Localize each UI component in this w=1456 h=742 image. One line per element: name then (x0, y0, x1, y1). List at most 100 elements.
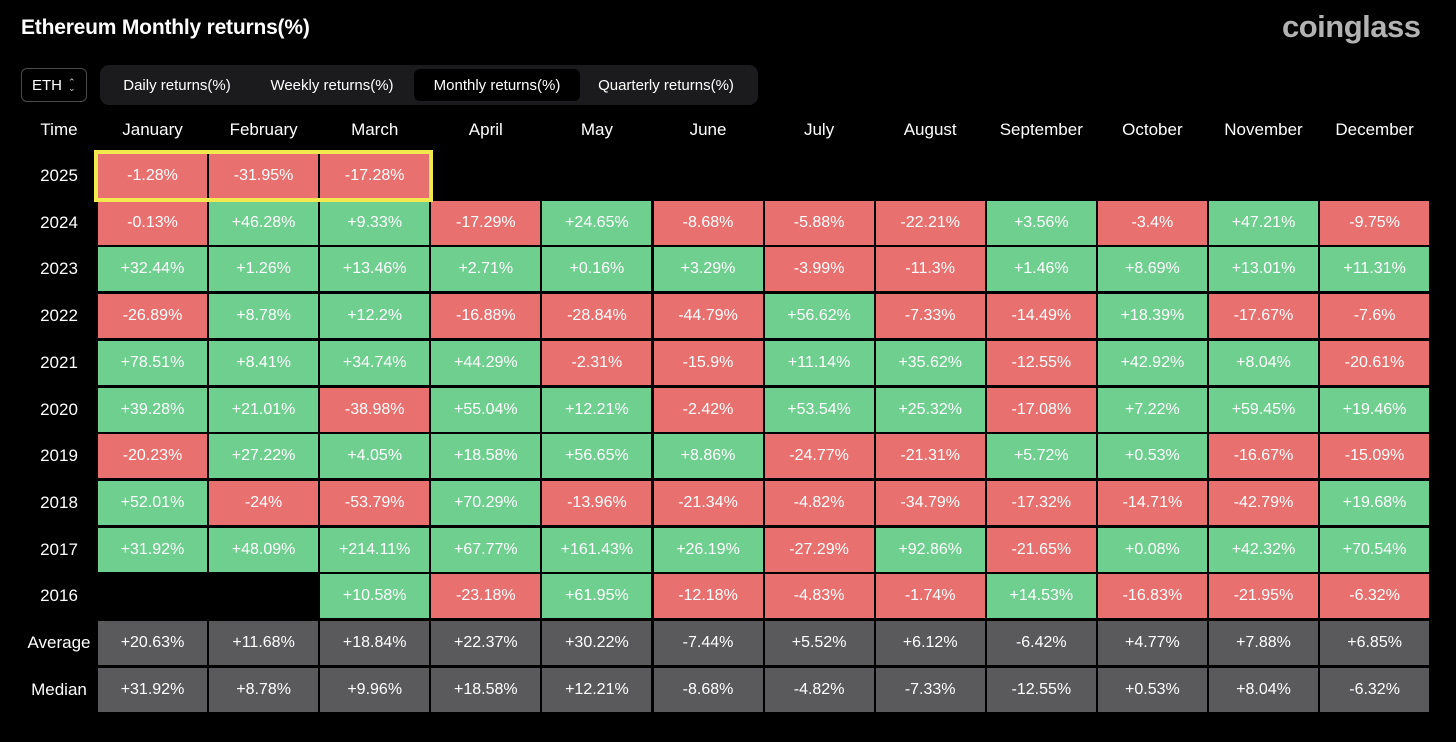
return-cell: +11.68% (209, 621, 319, 665)
return-cell: +1.26% (209, 247, 319, 292)
return-cell: -7.33% (875, 667, 985, 712)
return-cell: -44.79% (653, 294, 763, 339)
return-cell: +7.22% (1097, 387, 1207, 432)
row-label-2022: 2022 (40, 306, 78, 326)
tab-weekly-returns[interactable]: Weekly returns(%) (270, 76, 394, 94)
return-period-tabs: Daily returns(%) Weekly returns(%) Month… (100, 65, 758, 105)
return-cell: -21.95% (1209, 574, 1318, 619)
column-header-april: April (468, 120, 503, 139)
return-cell: -14.49% (986, 294, 1096, 339)
return-cell: +5.72% (986, 434, 1096, 479)
return-cell: -24.77% (764, 434, 874, 479)
return-cell: +32.44% (98, 247, 207, 292)
return-cell: -11.3% (875, 247, 985, 292)
return-cell: -17.32% (986, 480, 1096, 525)
return-cell: +0.08% (1097, 527, 1207, 572)
return-cell: +44.29% (431, 340, 541, 385)
return-cell: -42.79% (1209, 480, 1318, 525)
column-header-august: August (903, 120, 957, 139)
return-cell: +61.95% (542, 574, 652, 619)
return-cell: +78.51% (98, 340, 207, 385)
return-cell: +52.01% (98, 480, 207, 525)
row-label-2023: 2023 (40, 259, 78, 279)
return-cell: -31.95% (209, 154, 319, 198)
return-cell: -6.32% (1320, 667, 1430, 712)
asset-select[interactable]: ETH ⌃ ⌄ (21, 68, 87, 102)
return-cell: +6.85% (1320, 621, 1430, 665)
return-cell: +4.77% (1097, 621, 1207, 665)
return-cell: +19.68% (1320, 480, 1430, 525)
return-cell: +39.28% (98, 387, 207, 432)
return-cell: +9.96% (320, 667, 430, 712)
column-header-june: June (689, 120, 727, 139)
brand-logo: coinglass (1282, 9, 1421, 44)
return-cell: -27.29% (764, 527, 874, 572)
return-cell: -20.23% (98, 434, 207, 479)
return-cell: +56.62% (764, 294, 874, 339)
return-cell: -20.61% (1320, 340, 1430, 385)
return-cell: +12.21% (542, 387, 652, 432)
return-cell: +24.65% (542, 200, 652, 245)
return-cell: +8.04% (1209, 340, 1318, 385)
return-cell: +42.92% (1097, 340, 1207, 385)
return-cell: +6.12% (875, 621, 985, 665)
column-header-january: January (122, 120, 183, 139)
column-header-october: October (1122, 120, 1183, 139)
return-cell: +10.58% (320, 574, 430, 619)
return-cell: +7.88% (1209, 621, 1318, 665)
return-cell: -16.67% (1209, 434, 1318, 479)
return-cell: -8.68% (653, 667, 763, 712)
row-label-2024: 2024 (40, 212, 78, 232)
return-cell: +70.54% (1320, 527, 1430, 572)
return-cell: +21.01% (209, 387, 319, 432)
return-cell: -2.31% (542, 340, 652, 385)
tab-monthly-returns[interactable]: Monthly returns(%) (414, 69, 580, 101)
return-cell: +2.71% (431, 247, 541, 292)
tab-quarterly-returns[interactable]: Quarterly returns(%) (598, 76, 734, 94)
return-cell: +34.74% (320, 340, 430, 385)
return-cell: -17.29% (431, 200, 541, 245)
return-cell: +13.46% (320, 247, 430, 292)
return-cell: +27.22% (209, 434, 319, 479)
return-cell: +47.21% (1209, 200, 1318, 245)
return-cell: -15.9% (653, 340, 763, 385)
return-cell: +53.54% (764, 387, 874, 432)
column-header-march: March (351, 120, 399, 139)
return-cell: -21.34% (653, 480, 763, 525)
return-cell: -7.44% (653, 621, 763, 665)
return-cell: +9.33% (320, 200, 430, 245)
return-cell: +35.62% (875, 340, 985, 385)
return-cell: +56.65% (542, 434, 652, 479)
return-cell: -7.33% (875, 294, 985, 339)
return-cell: -7.6% (1320, 294, 1430, 339)
page-title: Ethereum Monthly returns(%) (21, 16, 310, 39)
return-cell: -22.21% (875, 200, 985, 245)
tab-daily-returns[interactable]: Daily returns(%) (123, 76, 231, 94)
return-cell: +13.01% (1209, 247, 1318, 292)
return-cell: -26.89% (98, 294, 207, 339)
return-cell: -34.79% (875, 480, 985, 525)
return-cell: -21.31% (875, 434, 985, 479)
column-header-december: December (1335, 120, 1414, 139)
return-cell: +18.58% (431, 434, 541, 479)
row-label-median: Median (31, 679, 87, 699)
return-cell: +3.56% (986, 200, 1096, 245)
return-cell: +31.92% (98, 667, 207, 712)
return-cell: -38.98% (320, 387, 430, 432)
row-label-2021: 2021 (40, 352, 78, 372)
return-cell: +0.16% (542, 247, 652, 292)
row-label-2025: 2025 (40, 166, 78, 185)
return-cell: +11.14% (764, 340, 874, 385)
return-cell: -24% (209, 480, 319, 525)
time-header: Time (40, 120, 78, 139)
return-cell: -1.74% (875, 574, 985, 619)
return-cell: +48.09% (209, 527, 319, 572)
return-cell: +19.46% (1320, 387, 1430, 432)
return-cell: +8.69% (1097, 247, 1207, 292)
return-cell: +5.52% (764, 621, 874, 665)
return-cell: +214.11% (320, 527, 430, 572)
return-cell: +18.39% (1097, 294, 1207, 339)
return-cell: -12.55% (986, 340, 1096, 385)
return-cell: -28.84% (542, 294, 652, 339)
